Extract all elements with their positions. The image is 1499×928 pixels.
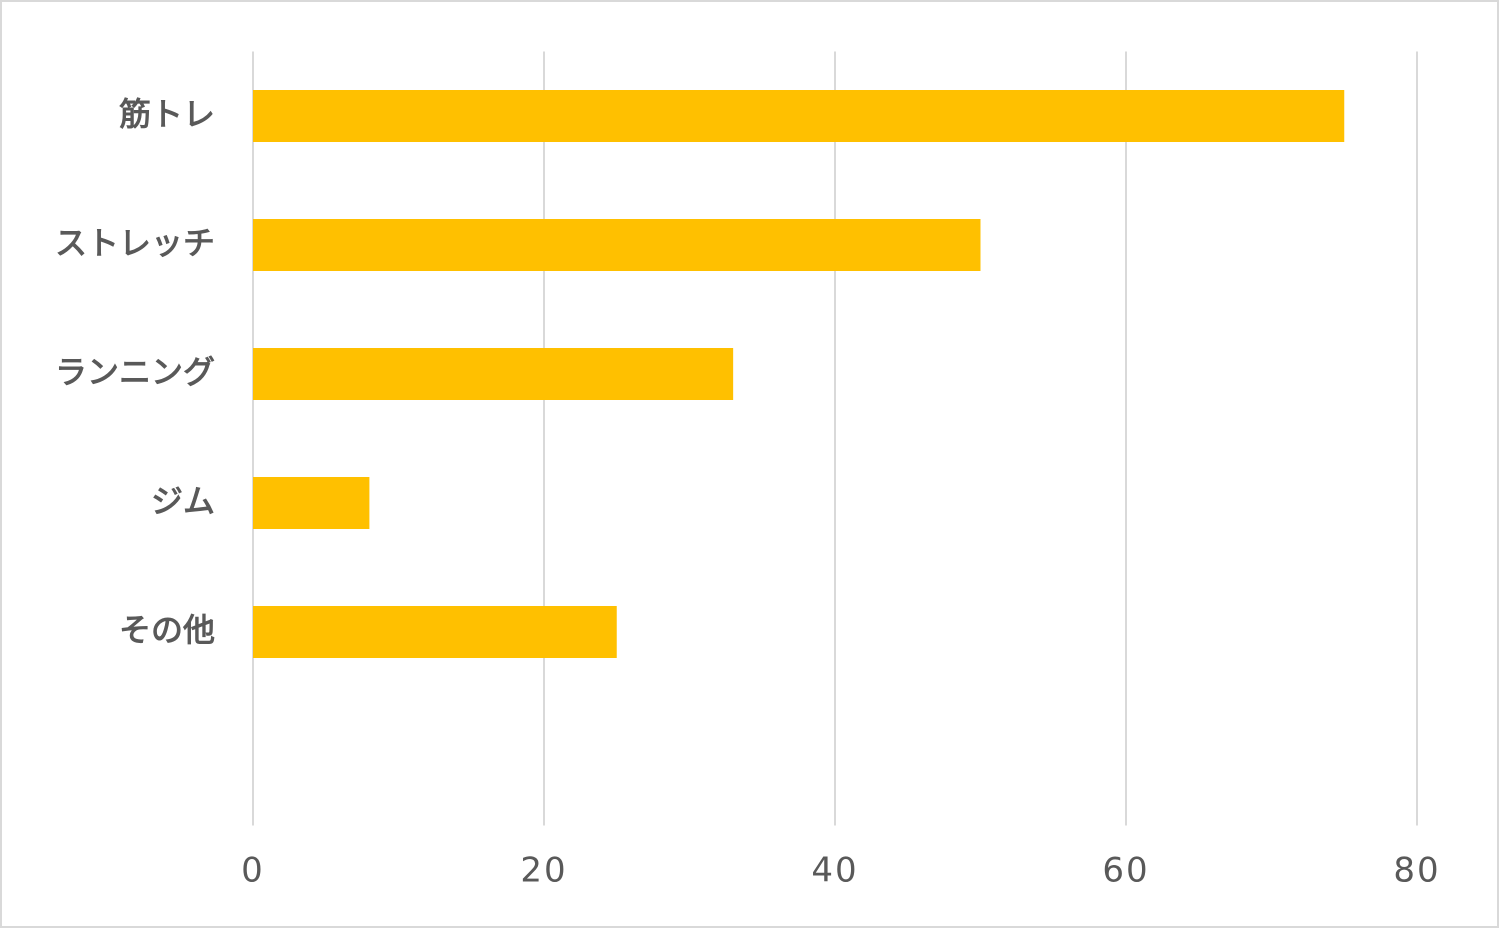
x-tick-label: 40 — [811, 851, 858, 891]
bar — [253, 477, 370, 529]
bar — [253, 606, 617, 658]
x-tick-label: 0 — [241, 851, 265, 891]
bar — [253, 90, 1345, 142]
y-tick-label: ランニング — [55, 353, 215, 391]
x-tick-label: 20 — [520, 851, 567, 891]
y-tick-label: ジム — [151, 482, 215, 520]
x-tick-label: 60 — [1102, 851, 1149, 891]
y-tick-label: その他 — [119, 611, 215, 649]
bar — [253, 219, 981, 271]
bar — [253, 348, 734, 400]
y-tick-label: 筋トレ — [119, 95, 215, 133]
x-tick-label: 80 — [1393, 851, 1440, 891]
y-tick-label: ストレッチ — [55, 224, 215, 262]
